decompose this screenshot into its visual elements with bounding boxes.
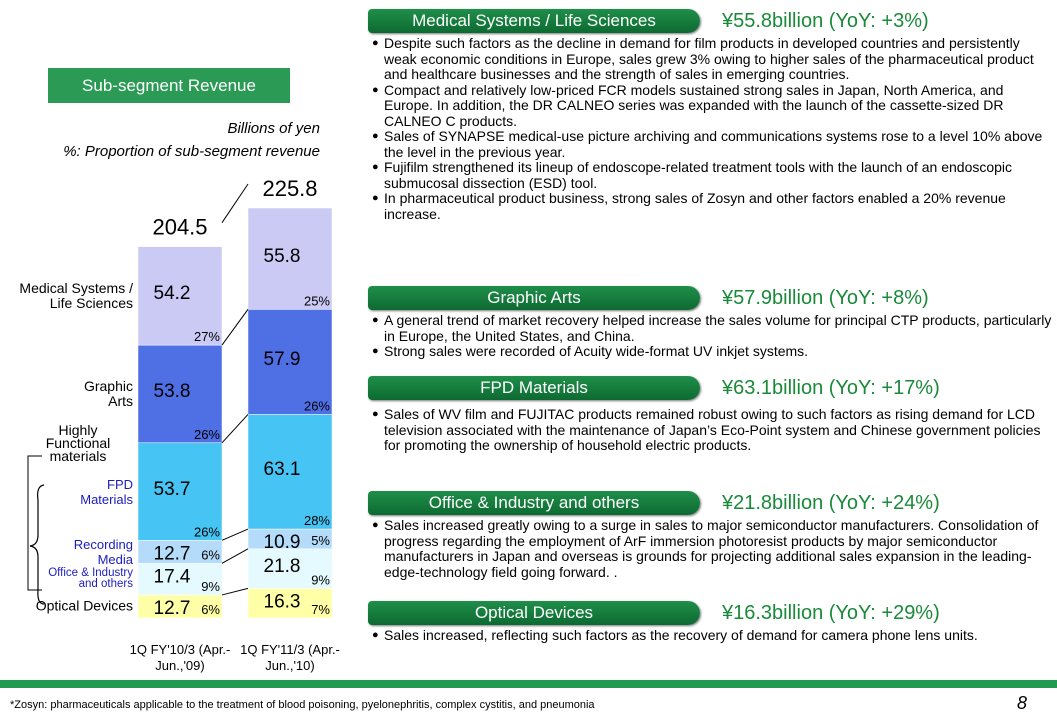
section: Graphic Arts ¥57.9billion (YoY: +8%) A gen… <box>368 285 1053 360</box>
unit-note: Billions of yen <box>227 120 320 137</box>
bar-segment <box>137 563 223 596</box>
share-label: 5% <box>311 533 330 548</box>
bullet: Despite such factors as the decline in d… <box>372 35 1053 83</box>
share-label: 26% <box>194 524 220 539</box>
bullet-list: Sales increased greatly owing to a surge… <box>368 517 1053 580</box>
footnote: *Zosyn: pharmaceuticals applicable to th… <box>10 699 595 711</box>
value-label: 10.9 <box>264 532 301 553</box>
bullet: Fujifilm strengthened its lineup of endo… <box>372 159 1053 191</box>
bar-segment <box>137 442 223 541</box>
connector <box>221 414 249 444</box>
share-label: 9% <box>311 572 330 587</box>
legend-label: Medical Systems / Life Sciences <box>19 279 133 311</box>
section: Optical Devices ¥16.3billion (YoY: +29%) S… <box>368 600 1053 644</box>
connector <box>221 183 249 223</box>
section-amount: ¥57.9billion (YoY: +8%) <box>722 286 929 309</box>
section-title: Office & Industry and others <box>368 491 700 515</box>
share-note: %: Proportion of sub-segment revenue <box>63 143 320 160</box>
connector <box>221 309 249 346</box>
section-title: Medical Systems / Life Sciences <box>368 9 700 33</box>
bullet: In pharmaceutical product business, stro… <box>372 190 1053 222</box>
bullet: Strong sales were recorded of Acuity wid… <box>372 343 1053 360</box>
bullet: Sales of WV film and FUJITAC products re… <box>372 406 1053 454</box>
legend-label: FPD Materials <box>80 476 133 507</box>
value-label: 63.1 <box>264 459 301 480</box>
total-label: 225.8 <box>262 176 317 201</box>
legend-label: Office & Industry and others <box>48 567 133 591</box>
group-label: Highly Functional materials <box>45 422 111 464</box>
value-label: 12.7 <box>154 598 191 619</box>
x-tick-label: 1Q FY'11/3 (Apr.-Jun.,'10) <box>240 642 340 673</box>
section-amount: ¥21.8billion (YoY: +24%) <box>722 491 940 514</box>
x-tick-label: 1Q FY'10/3 (Apr.-Jun.,'09) <box>129 642 231 673</box>
share-label: 25% <box>304 293 330 308</box>
section-amount: ¥55.8billion (YoY: +3%) <box>722 9 929 32</box>
page-number: 8 <box>1016 693 1027 713</box>
chart: 12.7 6% 16.3 7% 17.4 9% 21.8 9% 12.7 6% 10.9 5% 53.7… <box>27 176 333 619</box>
section-amount: ¥63.1billion (YoY: +17%) <box>722 376 940 399</box>
share-label: 9% <box>201 579 220 594</box>
legend-label: Optical Devices <box>35 597 133 614</box>
section-header: FPD Materials ¥63.1billion (YoY: +17%) <box>368 375 1053 401</box>
group-brace <box>29 484 45 605</box>
chart-title: Sub-segment Revenue <box>48 68 290 103</box>
bullet: Sales increased greatly owing to a surge… <box>372 517 1053 580</box>
bar-segment <box>247 588 333 619</box>
bullet: Sales of SYNAPSE medical-use picture arc… <box>372 128 1053 160</box>
connector <box>221 587 249 596</box>
value-label: 57.9 <box>264 349 301 370</box>
share-label: 26% <box>304 398 330 413</box>
footer-rule <box>0 680 1057 688</box>
section-header: Medical Systems / Life Sciences ¥55.8bill… <box>368 8 1053 34</box>
value-label: 53.8 <box>154 381 191 402</box>
share-label: 26% <box>194 427 220 442</box>
bar-segment <box>247 309 333 415</box>
share-label: 28% <box>304 513 330 528</box>
bullet-list: Sales increased, reflecting such factors… <box>368 627 1053 644</box>
bar-segment <box>247 414 333 530</box>
value-label: 55.8 <box>264 246 301 267</box>
section-header: Office & Industry and others ¥21.8billion… <box>368 490 1053 516</box>
connector <box>221 548 249 564</box>
section: Medical Systems / Life Sciences ¥55.8bill… <box>368 8 1053 222</box>
bullet-list: A general trend of market recovery helpe… <box>368 312 1053 360</box>
bullet: Compact and relatively low-priced FCR mo… <box>372 82 1053 130</box>
section-header: Graphic Arts ¥57.9billion (YoY: +8%) <box>368 285 1053 311</box>
share-label: 7% <box>311 602 330 617</box>
bullet: Sales increased, reflecting such factors… <box>372 627 1053 644</box>
value-label: 12.7 <box>154 543 191 564</box>
section-amount: ¥16.3billion (YoY: +29%) <box>722 601 940 624</box>
value-label: 54.2 <box>154 283 191 304</box>
bar-segment <box>137 246 223 346</box>
share-label: 6% <box>201 547 220 562</box>
legend-label: Recording Media <box>73 536 133 567</box>
value-label: 17.4 <box>154 566 191 587</box>
bullet: A general trend of market recovery helpe… <box>372 312 1053 344</box>
value-label: 53.7 <box>154 479 191 500</box>
section: Office & Industry and others ¥21.8billion… <box>368 490 1053 580</box>
section: FPD Materials ¥63.1billion (YoY: +17%) Sal… <box>368 375 1053 454</box>
legend-label: Graphic Arts <box>83 377 133 409</box>
section-title: Graphic Arts <box>368 286 700 310</box>
bullet-list: Despite such factors as the decline in d… <box>368 35 1053 222</box>
bar-segment <box>137 344 223 444</box>
section-title: FPD Materials <box>368 376 700 400</box>
share-label: 27% <box>194 329 220 344</box>
section-title: Optical Devices <box>368 601 700 625</box>
connector <box>221 528 249 541</box>
bullet-list: Sales of WV film and FUJITAC products re… <box>368 406 1053 454</box>
value-label: 16.3 <box>264 591 301 612</box>
bar-segment <box>247 207 333 310</box>
total-label: 204.5 <box>152 215 207 240</box>
value-label: 21.8 <box>264 556 301 577</box>
group-bracket <box>27 455 42 591</box>
bar-segment <box>247 548 333 589</box>
share-label: 6% <box>201 602 220 617</box>
section-header: Optical Devices ¥16.3billion (YoY: +29%) <box>368 600 1053 626</box>
